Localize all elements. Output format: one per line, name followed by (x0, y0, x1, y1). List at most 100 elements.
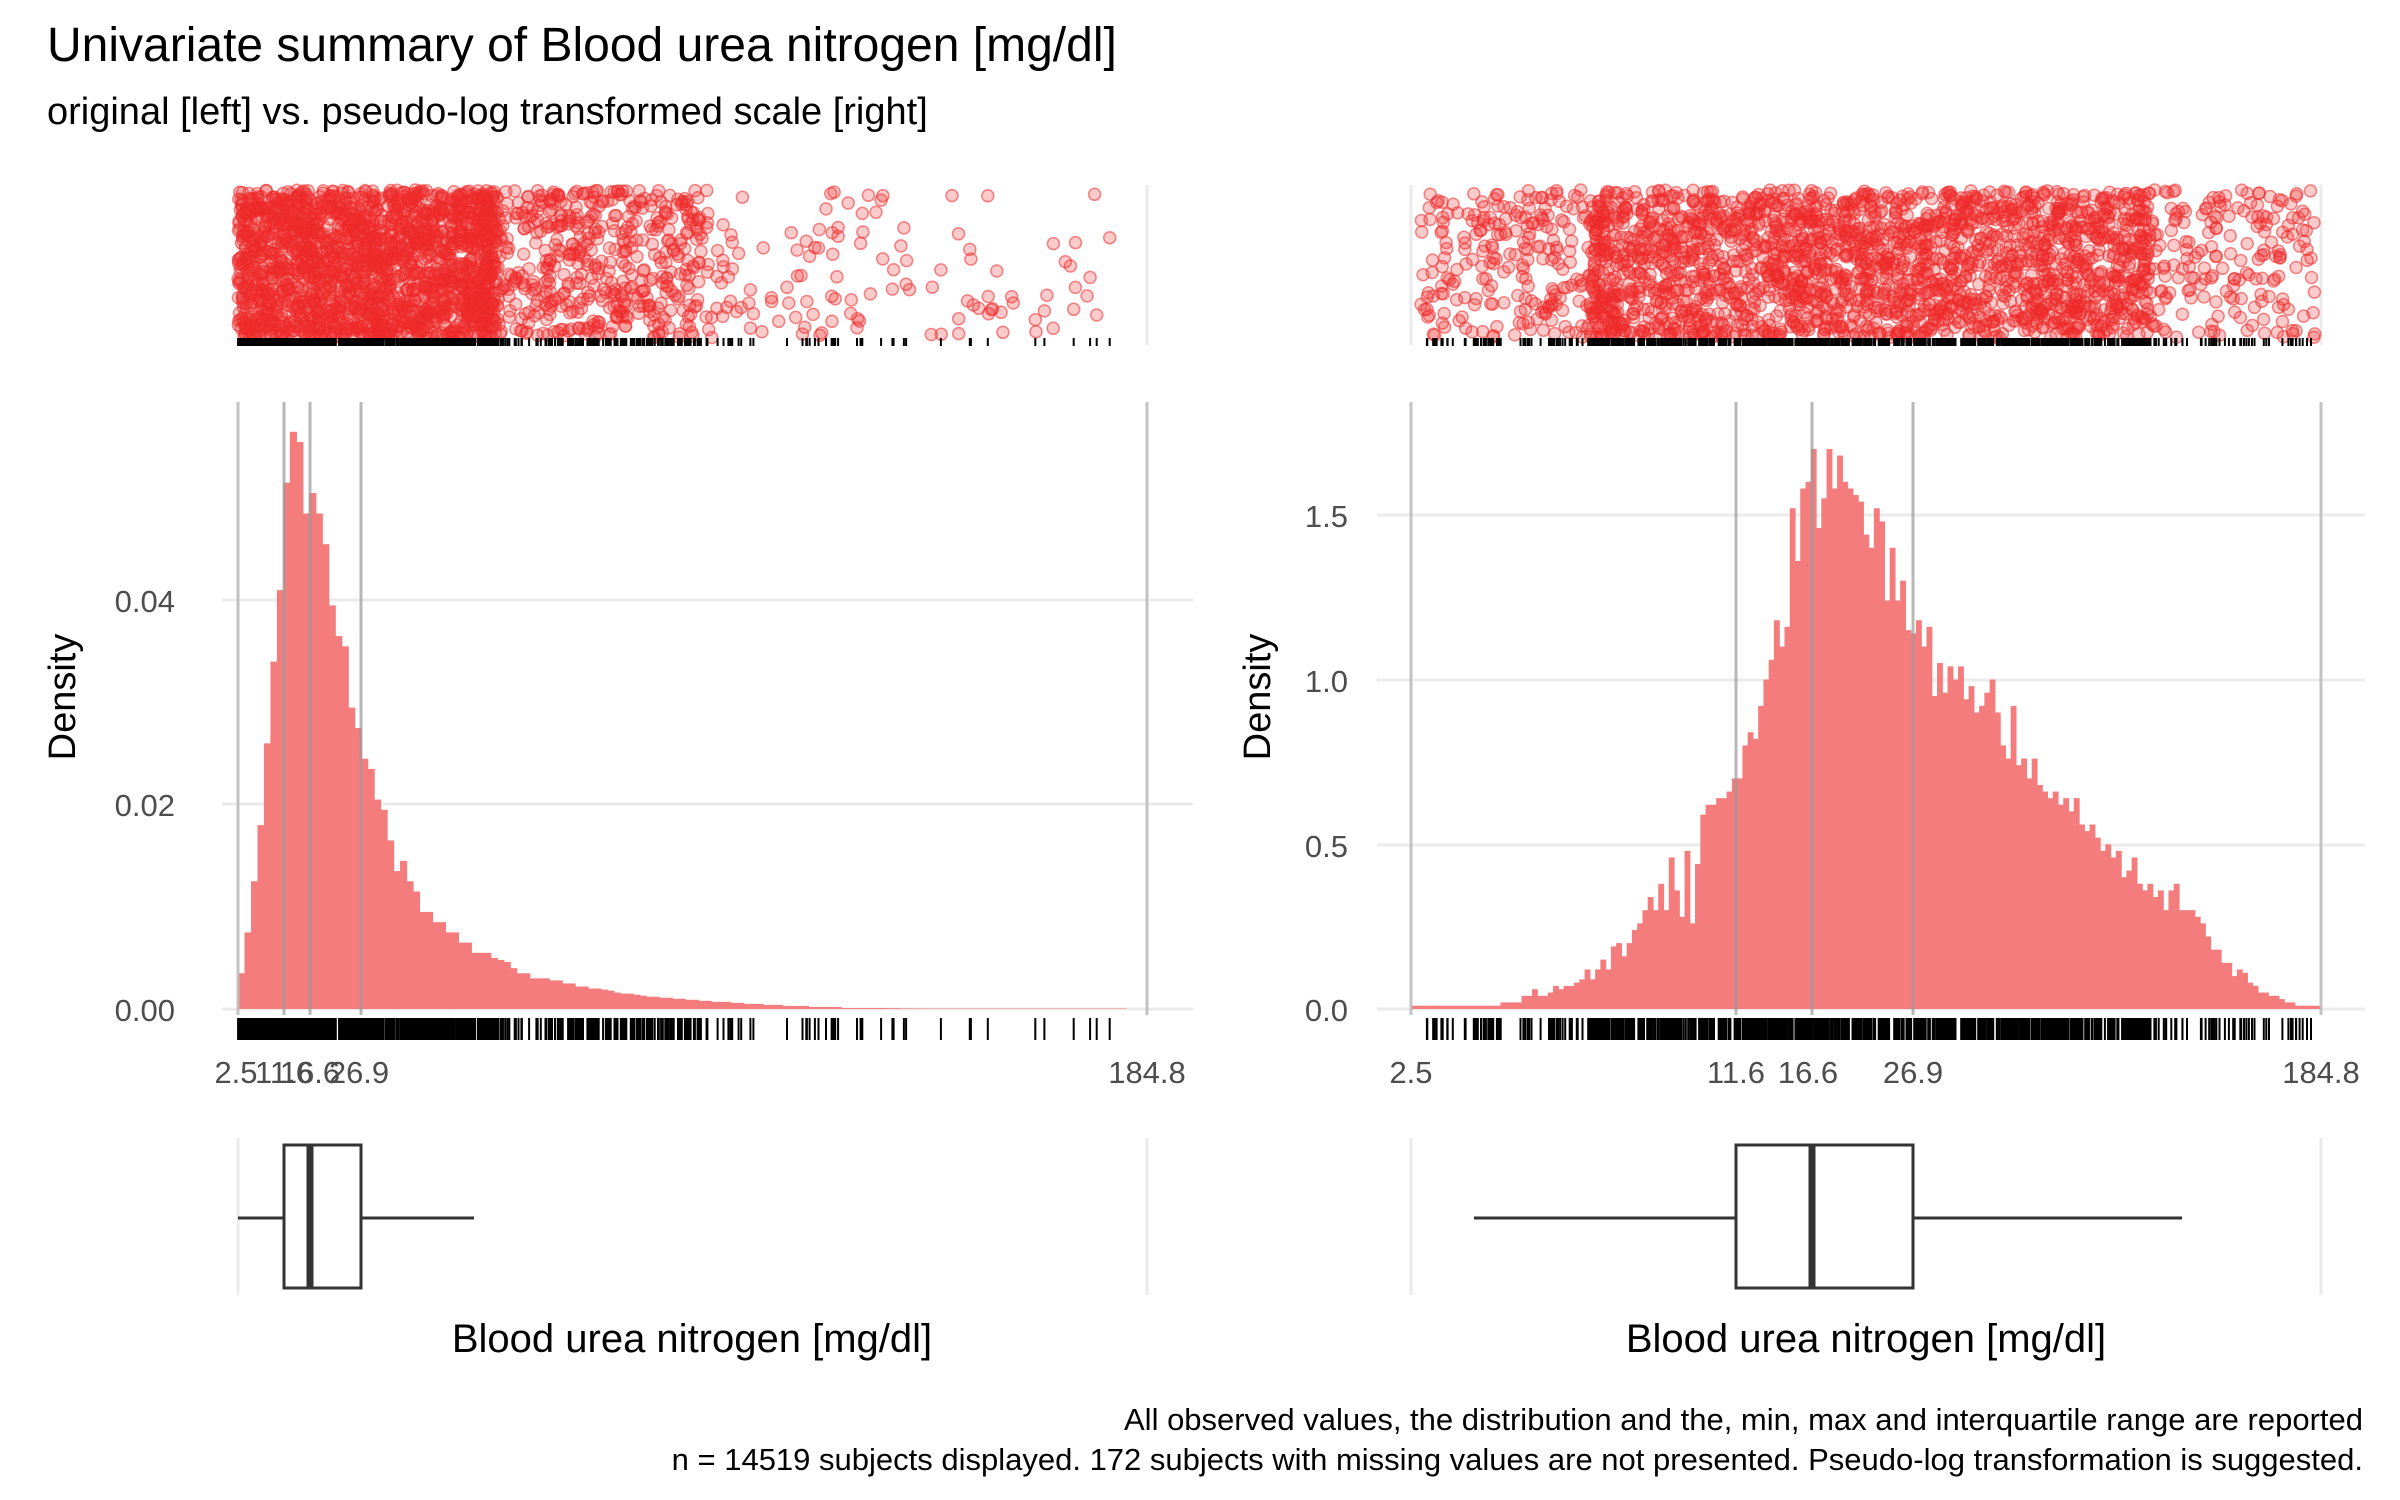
left-jitter-point (699, 310, 713, 324)
left-jitter-point (756, 241, 771, 255)
left-hist-bar (1048, 1008, 1056, 1009)
left-hist-bar (1106, 1008, 1114, 1009)
left-jitter-point (790, 243, 804, 257)
left-jitter-point (340, 316, 355, 331)
left-jitter-point (566, 237, 580, 252)
left-jitter-point (629, 214, 643, 228)
left-jitter-point (863, 287, 878, 301)
left-hist-bar (750, 1003, 758, 1009)
left-jitter-point (990, 264, 1004, 278)
left-jitter-point (464, 231, 479, 246)
left-hist-bar (827, 1006, 835, 1009)
left-hist-bar (464, 942, 472, 1009)
left-jitter-point (442, 247, 457, 262)
left-jitter-point (254, 293, 269, 307)
left-jitter-point (843, 306, 858, 321)
left-jitter-point (693, 227, 707, 241)
left-jitter-point (576, 292, 590, 307)
left-hist-bar (672, 998, 680, 1009)
left-hist-bar (1002, 1008, 1010, 1009)
left-jitter-point (401, 294, 416, 309)
left-jitter-point (624, 280, 639, 294)
left-jitter-point (244, 312, 258, 327)
left-hist-bar (1028, 1008, 1036, 1009)
left-jitter-point (476, 214, 491, 228)
left-jitter-point (543, 269, 557, 283)
right-jitter-point (1507, 328, 1522, 342)
left-hist-bar (646, 996, 654, 1009)
left-jitter-point (444, 274, 459, 289)
left-jitter-point (274, 242, 288, 257)
left-top-rug (237, 338, 1111, 346)
left-jitter-point (485, 190, 499, 204)
left-jitter-point (1068, 280, 1083, 295)
left-jitter-point (876, 188, 890, 203)
left-hist-bar (393, 871, 401, 1010)
left-jitter-point (339, 278, 354, 292)
left-jitter-point (788, 310, 803, 325)
left-jitter-point (521, 189, 536, 204)
left-jitter-point (363, 250, 377, 264)
left-jitter-point (1083, 270, 1097, 285)
left-jitter-point (637, 263, 651, 277)
right-panel: 0.0 0.5 1.0 1.5 Density 2.5 11.6 16.6 26… (1237, 183, 2365, 1361)
left-jitter-point (690, 293, 705, 307)
left-jitter-point (679, 202, 693, 216)
left-jitter-point (237, 281, 251, 295)
left-jitter-point (658, 204, 673, 219)
left-hist-bar (601, 989, 609, 1009)
left-hist-bar (1113, 1008, 1121, 1009)
left-hist-bar (296, 441, 304, 1010)
left-jitter-point (341, 184, 355, 199)
left-jitter-point (611, 184, 625, 198)
left-jitter-point (322, 212, 337, 226)
left-hist-bar (562, 983, 570, 1009)
left-hist-bar (588, 988, 596, 1009)
left-hist-bar (931, 1008, 939, 1009)
left-hist-bar (413, 891, 421, 1009)
left-jitter-point (557, 286, 572, 300)
left-jitter-point (806, 307, 820, 322)
left-hist-bar (704, 1000, 712, 1009)
left-jitter-point (924, 327, 939, 342)
left-hist-bar (322, 544, 330, 1009)
left-hist-bar (996, 1008, 1004, 1009)
left-jitter-point (694, 244, 708, 259)
left-jitter-point (630, 249, 644, 264)
left-jitter-point (780, 280, 794, 295)
left-jitter-point (366, 311, 381, 326)
left-hist-bar (425, 911, 434, 1009)
left-jitter-point (463, 252, 477, 267)
left-y-tick-1: 0.02 (115, 788, 175, 823)
right-jitter-point (2175, 307, 2190, 321)
left-jitter-point (633, 194, 647, 208)
left-jitter-point (520, 200, 534, 215)
left-hist-bar (575, 986, 583, 1009)
left-jitter-points (231, 183, 1117, 345)
left-jitter-point (1063, 259, 1078, 273)
left-jitter-point (474, 245, 488, 260)
right-jitter-points (1414, 183, 2322, 345)
left-jitter-point (472, 191, 486, 206)
left-hist-bar (374, 799, 382, 1009)
left-hist-bar (976, 1008, 985, 1009)
left-hist-bar (834, 1006, 842, 1009)
left-hist-bar (484, 952, 492, 1009)
left-hist-bar (542, 978, 550, 1009)
left-hist-bar (853, 1007, 861, 1009)
left-jitter-point (651, 183, 666, 198)
left-hist-bar (1074, 1008, 1082, 1009)
left-jitter-point (457, 319, 471, 334)
left-jitter-point (527, 215, 542, 230)
right-jitter-point (1414, 225, 1429, 239)
left-jitter-point (861, 188, 876, 203)
left-hist-bar (691, 999, 699, 1009)
left-jitter-point (645, 222, 659, 237)
left-jitter-point (239, 202, 254, 217)
left-jitter-point (819, 202, 833, 216)
left-jitter-point (571, 221, 585, 236)
left-hist-bar (918, 1008, 926, 1009)
left-jitter-point (327, 230, 342, 245)
left-jitter-point (338, 247, 352, 261)
left-jitter-point (824, 186, 838, 201)
